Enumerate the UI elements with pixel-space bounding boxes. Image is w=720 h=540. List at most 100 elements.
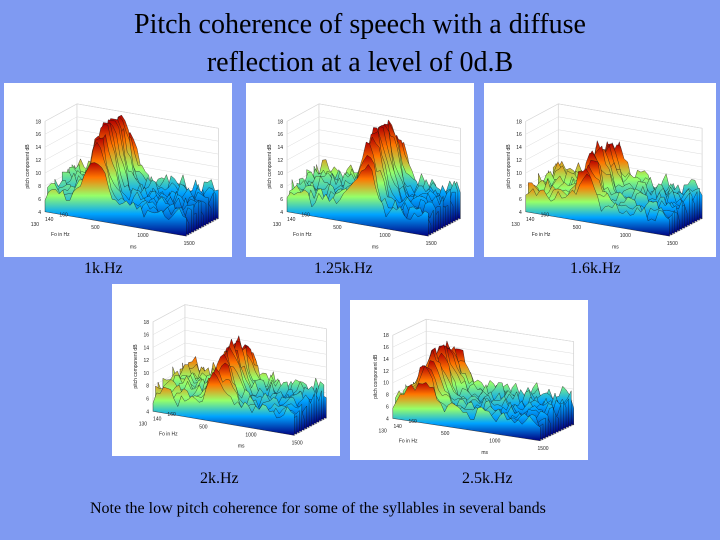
svg-text:4: 4 <box>519 210 522 216</box>
svg-text:18: 18 <box>35 119 41 125</box>
svg-text:pitch component dB: pitch component dB <box>25 144 31 189</box>
svg-text:6: 6 <box>280 197 283 203</box>
svg-text:6: 6 <box>519 197 522 203</box>
svg-text:1500: 1500 <box>426 241 437 247</box>
svg-text:500: 500 <box>333 225 342 231</box>
svg-text:14: 14 <box>516 145 522 151</box>
svg-text:130: 130 <box>139 421 148 427</box>
svg-text:1500: 1500 <box>667 241 678 247</box>
plot-panel-1-6khz: 18 16 14 12 10 8 6 4 160 140 130 500 1000 1500 pitch c… <box>484 83 716 257</box>
svg-text:18: 18 <box>383 333 389 339</box>
svg-text:ms: ms <box>238 444 245 450</box>
svg-text:500: 500 <box>91 225 100 231</box>
svg-text:1500: 1500 <box>184 241 195 247</box>
svg-text:12: 12 <box>35 158 41 164</box>
svg-text:140: 140 <box>287 217 296 223</box>
slide-note: Note the low pitch coherence for some of… <box>90 500 546 517</box>
plot-panel-2khz: 18 16 14 12 10 8 6 4 160 140 130 500 1000 1500 pitch c… <box>112 284 340 456</box>
plot-panel-1khz: 18 16 14 12 10 8 6 4 160 140 130 500 1000 1500 pitch c… <box>4 83 232 257</box>
svg-text:12: 12 <box>383 369 389 375</box>
svg-text:8: 8 <box>280 184 283 190</box>
surface-plot: 18 16 14 12 10 8 6 4 160 140 130 500 1000 1500 pitch c… <box>25 103 220 250</box>
svg-text:140: 140 <box>45 217 54 223</box>
surface-plot: 18 16 14 12 10 8 6 4 160 140 130 500 1000 1500 pitch c… <box>267 103 462 250</box>
svg-text:10: 10 <box>277 171 283 177</box>
svg-text:ms: ms <box>612 244 619 250</box>
plot-panel-1-25khz: 18 16 14 12 10 8 6 4 160 140 130 500 1000 1500 pitch c… <box>246 83 474 257</box>
svg-text:140: 140 <box>393 424 402 430</box>
svg-text:Fo in Hz: Fo in Hz <box>532 232 551 238</box>
svg-text:10: 10 <box>383 381 389 387</box>
svg-text:1000: 1000 <box>489 438 500 444</box>
svg-text:4: 4 <box>280 210 283 216</box>
band-label-2khz: 2k.Hz <box>200 470 239 487</box>
svg-text:14: 14 <box>277 145 283 151</box>
svg-text:160: 160 <box>167 412 176 418</box>
svg-text:140: 140 <box>526 217 535 223</box>
surface-plot: 18 16 14 12 10 8 6 4 160 140 130 500 1000 1500 pitch c… <box>506 103 703 250</box>
svg-text:12: 12 <box>277 158 283 164</box>
svg-text:160: 160 <box>59 212 68 218</box>
band-label-1-6khz: 1.6k.Hz <box>570 260 621 277</box>
svg-text:130: 130 <box>273 222 282 228</box>
title-line-2: reflection at a level of 0d.B <box>206 47 514 78</box>
surface-plot: 18 16 14 12 10 8 6 4 160 140 130 500 1000 1500 pitch c… <box>373 318 575 456</box>
svg-text:pitch component dB: pitch component dB <box>133 344 139 389</box>
svg-text:8: 8 <box>519 184 522 190</box>
svg-text:130: 130 <box>511 222 520 228</box>
svg-text:1500: 1500 <box>537 446 548 452</box>
svg-text:500: 500 <box>441 431 450 437</box>
svg-text:1500: 1500 <box>292 440 303 446</box>
svg-text:16: 16 <box>143 333 149 339</box>
title-line-1: Pitch coherence of speech with a diffuse <box>134 9 586 40</box>
svg-text:10: 10 <box>143 371 149 377</box>
svg-text:18: 18 <box>143 320 149 326</box>
svg-text:500: 500 <box>573 225 582 231</box>
svg-text:16: 16 <box>35 132 41 138</box>
svg-text:10: 10 <box>516 171 522 177</box>
band-label-2-5khz: 2.5k.Hz <box>462 470 513 487</box>
svg-text:12: 12 <box>143 358 149 364</box>
svg-text:14: 14 <box>143 345 149 351</box>
svg-text:6: 6 <box>146 397 149 403</box>
svg-text:1000: 1000 <box>379 233 390 239</box>
svg-text:1000: 1000 <box>137 233 148 239</box>
svg-text:Fo in Hz: Fo in Hz <box>293 232 312 238</box>
surface-plot: 18 16 14 12 10 8 6 4 160 140 130 500 1000 1500 pitch c… <box>133 304 328 450</box>
svg-text:130: 130 <box>378 428 387 434</box>
svg-text:130: 130 <box>31 222 40 228</box>
svg-text:160: 160 <box>301 212 310 218</box>
svg-text:16: 16 <box>383 345 389 351</box>
svg-text:4: 4 <box>146 409 149 415</box>
svg-text:Fo in Hz: Fo in Hz <box>399 439 418 445</box>
plot-panel-2-5khz: 18 16 14 12 10 8 6 4 160 140 130 500 1000 1500 pitch c… <box>350 300 588 460</box>
band-label-1-25khz: 1.25k.Hz <box>314 260 373 277</box>
svg-text:Fo in Hz: Fo in Hz <box>159 432 178 438</box>
svg-text:1000: 1000 <box>245 432 256 438</box>
svg-text:10: 10 <box>35 171 41 177</box>
svg-text:ms: ms <box>130 244 137 250</box>
svg-text:8: 8 <box>38 184 41 190</box>
slide-title: Pitch coherence of speech with a diffuse… <box>0 6 720 82</box>
svg-text:16: 16 <box>516 132 522 138</box>
svg-text:18: 18 <box>277 119 283 125</box>
svg-text:pitch component dB: pitch component dB <box>373 354 379 399</box>
band-label-1khz: 1k.Hz <box>84 260 123 277</box>
svg-text:1000: 1000 <box>620 233 631 239</box>
svg-text:16: 16 <box>277 132 283 138</box>
svg-text:18: 18 <box>516 119 522 125</box>
svg-text:140: 140 <box>153 417 162 423</box>
svg-text:pitch component dB: pitch component dB <box>267 144 273 189</box>
svg-text:500: 500 <box>199 424 208 430</box>
svg-text:ms: ms <box>481 450 488 456</box>
svg-text:6: 6 <box>38 197 41 203</box>
svg-text:14: 14 <box>35 145 41 151</box>
svg-text:160: 160 <box>541 212 550 218</box>
svg-text:8: 8 <box>146 384 149 390</box>
svg-text:6: 6 <box>386 405 389 411</box>
svg-text:14: 14 <box>383 357 389 363</box>
svg-text:160: 160 <box>408 419 417 425</box>
svg-text:8: 8 <box>386 393 389 399</box>
svg-text:ms: ms <box>372 244 379 250</box>
svg-text:Fo in Hz: Fo in Hz <box>51 232 70 238</box>
